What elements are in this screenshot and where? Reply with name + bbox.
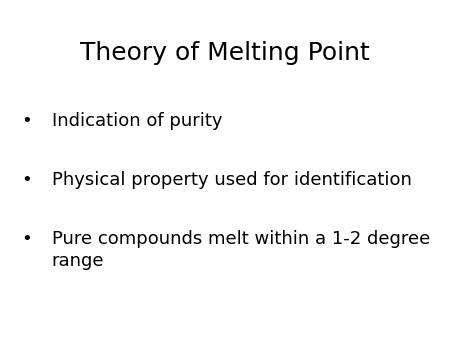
- Text: Pure compounds melt within a 1-2 degree
range: Pure compounds melt within a 1-2 degree …: [52, 230, 430, 270]
- Text: Physical property used for identification: Physical property used for identificatio…: [52, 171, 412, 189]
- Text: •: •: [21, 112, 32, 129]
- Text: Theory of Melting Point: Theory of Melting Point: [80, 41, 370, 65]
- Text: •: •: [21, 230, 32, 248]
- Text: Indication of purity: Indication of purity: [52, 112, 222, 129]
- Text: •: •: [21, 171, 32, 189]
